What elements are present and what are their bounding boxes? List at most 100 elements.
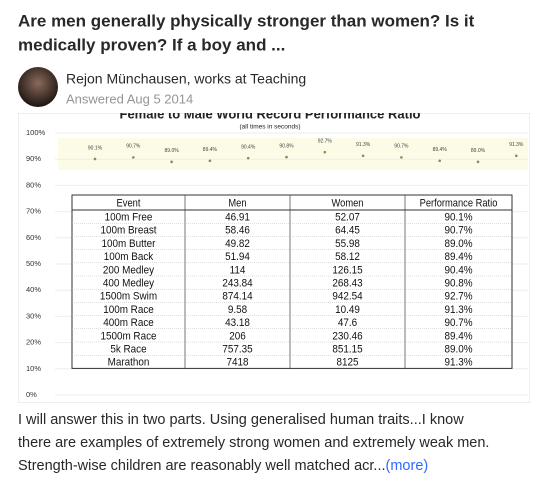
question-title[interactable]: Are men generally physically stronger th… — [18, 11, 475, 30]
table-header: Women — [332, 198, 364, 210]
data-label: 89.0% — [165, 148, 180, 154]
table-cell: 874.14 — [222, 291, 252, 303]
data-label: 89.4% — [203, 147, 218, 153]
table-cell: 200 Medley — [103, 265, 155, 277]
y-tick-label: 30% — [26, 311, 41, 320]
table-cell: 206 — [229, 331, 246, 343]
table-cell: 114 — [230, 265, 246, 277]
data-point — [476, 160, 480, 164]
table-cell: 126.15 — [332, 265, 362, 277]
table-cell: 90.7% — [444, 318, 472, 330]
y-tick-label: 10% — [26, 364, 41, 373]
table-cell: 243.84 — [222, 278, 252, 290]
table-cell: 100m Butter — [102, 238, 156, 250]
answer-image: Female to Male World Record Performance … — [18, 106, 530, 403]
table-cell: 43.18 — [225, 318, 250, 330]
table-cell: 52.07 — [335, 212, 360, 224]
table-cell: 400m Race — [103, 318, 154, 330]
question-title[interactable]: medically proven? If a boy and ... — [18, 35, 285, 54]
data-label: 90.8% — [279, 143, 294, 149]
table-cell: 55.98 — [335, 238, 360, 250]
data-label: 90.7% — [394, 144, 409, 150]
highlight-band — [58, 138, 528, 170]
table-cell: 100m Race — [103, 304, 154, 316]
data-label: 89.0% — [471, 148, 486, 154]
data-label: 90.1% — [88, 145, 103, 151]
table-cell: 89.0% — [444, 238, 472, 250]
data-point — [438, 159, 442, 163]
table-cell: 942.54 — [332, 291, 362, 303]
table-cell: 9.58 — [228, 304, 247, 316]
answer-text-line: Strength-wise children are reasonably we… — [18, 458, 386, 474]
table-cell: 58.46 — [225, 225, 250, 237]
y-tick-label: 100% — [26, 128, 46, 137]
y-tick-label: 20% — [26, 338, 41, 347]
table-cell: 89.4% — [444, 252, 472, 264]
y-tick-label: 50% — [26, 259, 41, 268]
data-label: 92.7% — [318, 138, 333, 144]
table-cell: 64.45 — [335, 225, 360, 237]
data-label: 90.7% — [126, 144, 141, 150]
table-cell: 7418 — [226, 357, 248, 369]
more-link[interactable]: (more) — [386, 458, 429, 474]
table-cell: 1500m Swim — [100, 291, 157, 303]
table-cell: 1500m Race — [100, 331, 156, 343]
avatar[interactable] — [18, 67, 58, 107]
table-cell: 90.4% — [444, 265, 472, 277]
data-label: 91.3% — [356, 142, 371, 148]
table-cell: 46.91 — [225, 212, 250, 224]
table-cell: 58.12 — [335, 252, 360, 264]
data-point — [93, 157, 97, 161]
table-cell: 89.4% — [444, 331, 472, 343]
y-tick-label: 70% — [26, 207, 41, 216]
table-cell: Marathon — [108, 357, 150, 369]
table-cell: 8125 — [336, 357, 358, 369]
data-point — [323, 150, 327, 154]
y-tick-label: 0% — [26, 390, 37, 399]
data-point — [208, 159, 212, 163]
table-header: Performance Ratio — [420, 198, 498, 210]
table-header: Men — [228, 198, 246, 210]
data-point — [246, 156, 250, 160]
answer-text: I will answer this in two parts. Using g… — [18, 412, 464, 428]
table-cell: 89.0% — [444, 344, 472, 356]
table-cell: 90.1% — [444, 212, 472, 224]
y-tick-label: 40% — [26, 285, 41, 294]
data-point — [361, 154, 365, 158]
table-cell: 91.3% — [444, 304, 472, 316]
table-cell: 92.7% — [444, 291, 472, 303]
table-cell: 5k Race — [110, 344, 146, 356]
data-point — [285, 155, 288, 159]
table-cell: 10.49 — [335, 304, 360, 316]
data-point — [400, 156, 403, 159]
table-cell: 91.3% — [444, 357, 472, 369]
data-label: 89.4% — [433, 147, 448, 153]
y-tick-label: 60% — [26, 233, 41, 242]
table-cell: 47.6 — [338, 318, 357, 330]
table-cell: 100m Free — [105, 212, 153, 224]
table-cell: 90.7% — [444, 225, 472, 237]
data-point — [132, 156, 135, 159]
data-label: 91.3% — [509, 142, 524, 148]
answer-text: Strength-wise children are reasonably we… — [18, 458, 428, 474]
table-cell: 268.43 — [332, 278, 362, 290]
table-cell: 100m Breast — [100, 225, 156, 237]
table-cell: 851.15 — [332, 344, 362, 356]
table-cell: 757.35 — [222, 344, 252, 356]
chart-subtitle: (all times in seconds) — [239, 124, 300, 131]
table-cell: 51.94 — [225, 252, 250, 264]
data-label: 90.4% — [241, 144, 256, 150]
y-tick-label: 80% — [26, 180, 41, 189]
answer-date[interactable]: Answered Aug 5 2014 — [66, 91, 193, 106]
table-cell: 400 Medley — [103, 278, 155, 290]
table-cell: 100m Back — [104, 252, 154, 264]
y-tick-label: 90% — [26, 154, 41, 163]
author-name[interactable]: Rejon Münchausen, works at Teaching — [66, 71, 306, 87]
chart-title: Female to Male World Record Performance … — [120, 106, 421, 121]
table-frame — [71, 194, 513, 369]
table-header: Event — [117, 198, 141, 210]
table-cell: 90.8% — [444, 278, 472, 290]
data-point — [515, 154, 518, 158]
